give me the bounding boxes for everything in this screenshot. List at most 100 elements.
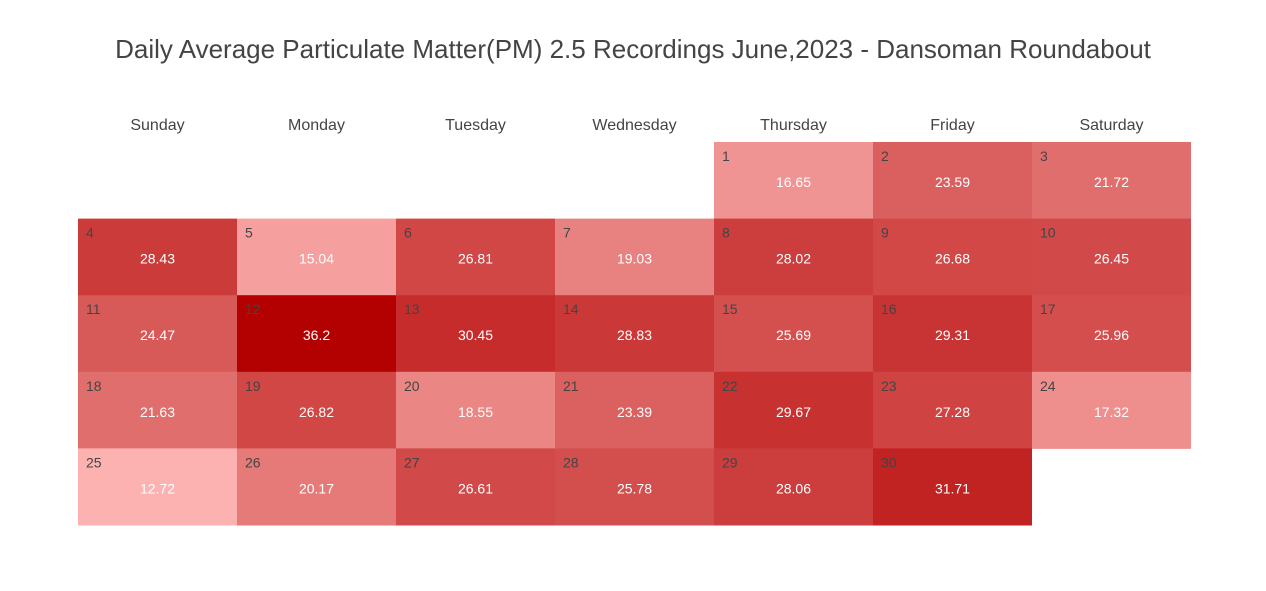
- day-number: 4: [86, 225, 94, 241]
- value-label: 36.2: [303, 327, 330, 343]
- value-label: 25.96: [1094, 327, 1129, 343]
- heatmap-cell[interactable]: [396, 371, 555, 449]
- day-number: 5: [245, 225, 253, 241]
- heatmap-cell[interactable]: [78, 448, 237, 526]
- day-number: 25: [86, 454, 102, 470]
- value-label: 27.28: [935, 404, 970, 420]
- day-number: 14: [563, 301, 579, 317]
- weekday-headers: Sunday Monday Tuesday Wednesday Thursday Frid…: [130, 117, 1143, 134]
- value-label: 31.71: [935, 480, 970, 496]
- heatmap-cell[interactable]: [555, 218, 714, 296]
- heatmap-cell[interactable]: [1032, 142, 1191, 220]
- heatmap-cell[interactable]: [396, 448, 555, 526]
- day-number: 7: [563, 225, 571, 241]
- value-label: 23.59: [935, 174, 970, 190]
- day-number: 16: [881, 301, 897, 317]
- weekday-label: Saturday: [1079, 117, 1143, 134]
- weekday-label: Monday: [288, 117, 345, 134]
- weekday-label: Tuesday: [445, 117, 506, 134]
- value-label: 19.03: [617, 251, 652, 267]
- day-number: 26: [245, 454, 261, 470]
- heatmap-cell[interactable]: [714, 142, 873, 220]
- heatmap-cell[interactable]: [714, 371, 873, 449]
- heatmap-cell[interactable]: [873, 448, 1032, 526]
- heatmap-cell[interactable]: [237, 448, 396, 526]
- day-number: 11: [86, 301, 101, 317]
- weekday-label: Sunday: [130, 117, 184, 134]
- value-label: 26.68: [935, 251, 970, 267]
- day-number: 21: [563, 378, 579, 394]
- day-number: 27: [404, 454, 420, 470]
- weekday-label: Thursday: [760, 117, 827, 134]
- day-number: 17: [1040, 301, 1056, 317]
- value-label: 25.78: [617, 480, 652, 496]
- value-label: 26.45: [1094, 251, 1129, 267]
- value-label: 15.04: [299, 251, 334, 267]
- day-number: 1: [722, 148, 730, 164]
- heatmap-cell[interactable]: [873, 295, 1032, 373]
- day-number: 22: [722, 378, 738, 394]
- value-label: 24.47: [140, 327, 175, 343]
- day-number: 20: [404, 378, 420, 394]
- value-label: 30.45: [458, 327, 493, 343]
- heatmap-cell[interactable]: [1032, 371, 1191, 449]
- day-number: 3: [1040, 148, 1048, 164]
- heatmap-cell[interactable]: [555, 448, 714, 526]
- day-number: 8: [722, 225, 730, 241]
- value-label: 28.43: [140, 251, 175, 267]
- chart-title: Daily Average Particulate Matter(PM) 2.5…: [115, 34, 1152, 64]
- value-label: 28.02: [776, 251, 811, 267]
- value-label: 23.39: [617, 404, 652, 420]
- heatmap-cell[interactable]: [78, 371, 237, 449]
- day-number: 19: [245, 378, 261, 394]
- day-number: 10: [1040, 225, 1056, 241]
- value-label: 21.72: [1094, 174, 1129, 190]
- day-number: 13: [404, 301, 420, 317]
- heatmap-cell[interactable]: [555, 295, 714, 373]
- heatmap-cell[interactable]: [1032, 218, 1191, 296]
- heatmap-cell[interactable]: [555, 371, 714, 449]
- heatmap-cell[interactable]: [873, 371, 1032, 449]
- heatmap-cell[interactable]: [396, 295, 555, 373]
- day-number: 9: [881, 225, 889, 241]
- day-number: 12: [245, 301, 261, 317]
- heatmap-cell[interactable]: [237, 371, 396, 449]
- value-label: 25.69: [776, 327, 811, 343]
- heatmap-cell[interactable]: [237, 218, 396, 296]
- heatmap-cell[interactable]: [873, 218, 1032, 296]
- day-number: 23: [881, 378, 897, 394]
- heatmap-cell[interactable]: [873, 142, 1032, 220]
- day-number: 18: [86, 378, 102, 394]
- value-label: 28.83: [617, 327, 652, 343]
- value-label: 29.31: [935, 327, 970, 343]
- day-number: 15: [722, 301, 738, 317]
- weekday-label: Friday: [930, 117, 974, 134]
- value-label: 26.61: [458, 480, 493, 496]
- heatmap-cell[interactable]: [78, 295, 237, 373]
- weekday-label: Wednesday: [592, 117, 676, 134]
- value-label: 29.67: [776, 404, 811, 420]
- heatmap-cell[interactable]: [396, 218, 555, 296]
- value-label: 21.63: [140, 404, 175, 420]
- value-label: 28.06: [776, 480, 811, 496]
- heatmap-cell[interactable]: [78, 218, 237, 296]
- day-number: 29: [722, 454, 738, 470]
- value-label: 20.17: [299, 480, 334, 496]
- day-number: 24: [1040, 378, 1056, 394]
- calendar-cells: 1 16.65 2 23.59 3 21.72 4 28.43 5 15.04 6 26.81 7 19.…: [78, 142, 1191, 526]
- day-number: 28: [563, 454, 579, 470]
- heatmap-cell[interactable]: [714, 218, 873, 296]
- value-label: 26.81: [458, 251, 493, 267]
- day-number: 2: [881, 148, 889, 164]
- value-label: 12.72: [140, 480, 175, 496]
- value-label: 26.82: [299, 404, 334, 420]
- heatmap-cell[interactable]: [237, 295, 396, 373]
- heatmap-cell[interactable]: [1032, 295, 1191, 373]
- heatmap-cell[interactable]: [714, 295, 873, 373]
- value-label: 16.65: [776, 174, 811, 190]
- value-label: 18.55: [458, 404, 493, 420]
- heatmap-cell[interactable]: [714, 448, 873, 526]
- day-number: 6: [404, 225, 412, 241]
- day-number: 30: [881, 454, 897, 470]
